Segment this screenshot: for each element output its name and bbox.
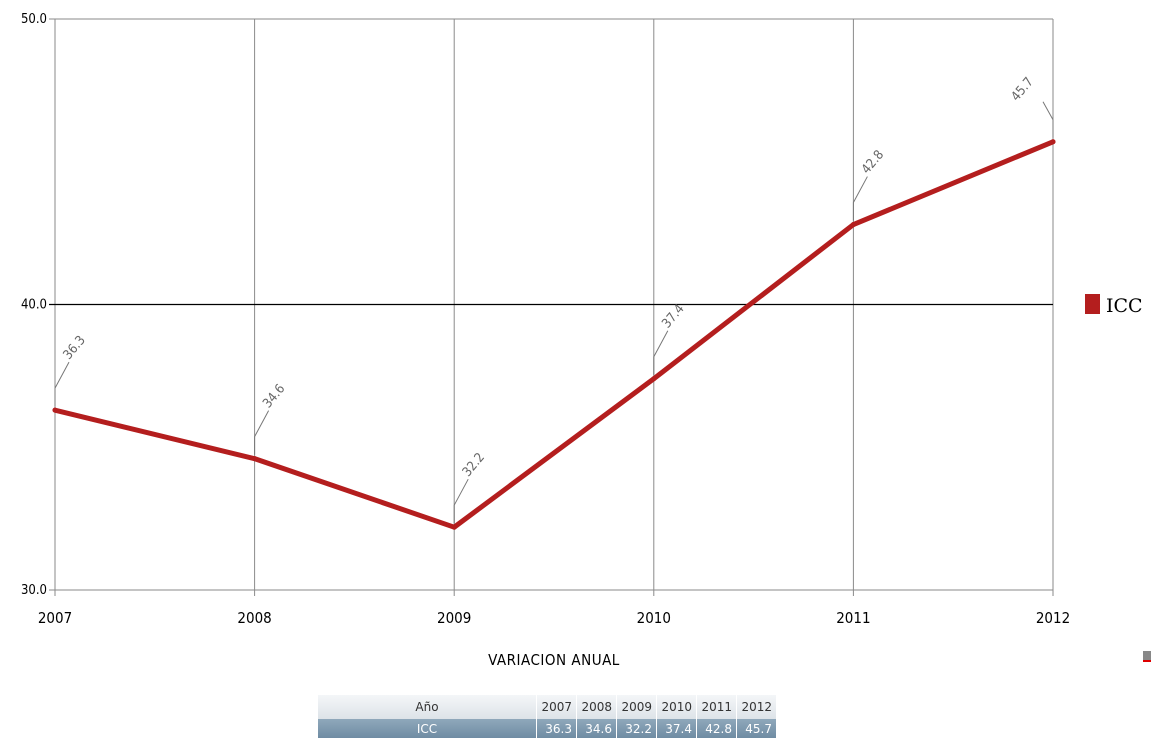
data-label: 36.3 (61, 333, 89, 363)
x-tick-label: 2007 (38, 609, 72, 627)
data-point (252, 456, 258, 462)
x-tick-label: 2009 (437, 609, 471, 627)
chart-grid (49, 18, 1054, 596)
table-value: 32.2 (616, 719, 657, 738)
x-tick-label: 2012 (1036, 609, 1070, 627)
series-line-icc (52, 139, 1056, 530)
label-leader-line (453, 478, 469, 524)
data-label: 42.8 (859, 148, 887, 178)
table-year: 2007 (536, 695, 577, 719)
data-label: 32.2 (460, 450, 488, 480)
table-header-label: Año (318, 695, 537, 719)
data-point (1050, 139, 1056, 145)
y-tick-label: 30.0 (21, 583, 47, 598)
x-axis: 2007 2008 2009 2010 2011 2012 (38, 609, 1070, 627)
table-row-label: ICC (318, 719, 537, 738)
table-header-row: Año 2007 2008 2009 2010 2011 2012 (318, 695, 777, 719)
table-year: 2008 (576, 695, 617, 719)
table-year: 2010 (656, 695, 697, 719)
label-leader-line (653, 330, 669, 375)
legend-label: ICC (1106, 295, 1143, 317)
table-year: 2009 (616, 695, 657, 719)
data-label: 45.7 (1009, 75, 1037, 105)
label-leader-line (254, 410, 270, 455)
data-point (651, 376, 657, 382)
legend-swatch (1085, 294, 1100, 314)
table-year: 2011 (696, 695, 737, 719)
x-axis-title: VARIACION ANUAL (488, 651, 620, 669)
label-leader-line (852, 176, 868, 221)
data-point (850, 222, 856, 228)
x-tick-label: 2008 (237, 609, 271, 627)
x-tick-label: 2010 (637, 609, 671, 627)
y-tick-label: 50.0 (21, 12, 47, 27)
data-label: 34.6 (260, 382, 288, 412)
legend: ICC (1085, 294, 1143, 317)
label-leader-line (1042, 101, 1054, 138)
data-table: Año 2007 2008 2009 2010 2011 2012 ICC 36… (318, 695, 777, 738)
line-chart: 30.0 40.0 50.0 2007 2008 2009 2010 2011 2012 36… (21, 12, 1143, 669)
y-axis: 30.0 40.0 50.0 (21, 12, 47, 598)
table-value: 36.3 (536, 719, 577, 738)
data-point (451, 524, 457, 530)
x-tick-label: 2011 (836, 609, 870, 627)
table-value: 42.8 (696, 719, 737, 738)
data-label: 37.4 (659, 302, 687, 332)
table-year: 2012 (736, 695, 777, 719)
label-leader-line (54, 361, 70, 407)
table-value: 34.6 (576, 719, 617, 738)
table-value: 45.7 (736, 719, 777, 738)
table-data-row: ICC 36.3 34.6 32.2 37.4 42.8 45.7 (318, 719, 777, 738)
chart-menu-icon[interactable] (1143, 651, 1151, 662)
series-icc (52, 139, 1056, 530)
y-tick-label: 40.0 (21, 298, 47, 313)
data-point (52, 407, 58, 413)
table-value: 37.4 (656, 719, 697, 738)
